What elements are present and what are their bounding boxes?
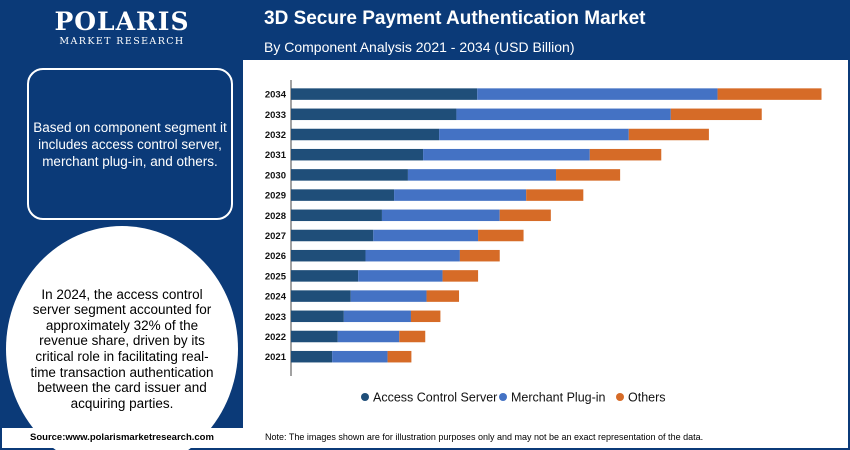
bar-segment <box>717 88 822 100</box>
bar-segment <box>399 330 426 343</box>
y-tick-label: 2030 <box>265 170 286 181</box>
bar-segment <box>291 209 382 222</box>
source-text: Source:www.polarismarketresearch.com <box>30 432 214 443</box>
bar-segment <box>291 249 366 262</box>
bar-segment <box>589 148 662 161</box>
bar-segment <box>332 350 388 363</box>
y-tick-label: 2027 <box>265 231 286 242</box>
bar-segment <box>387 350 412 363</box>
y-tick-label: 2022 <box>265 332 286 343</box>
left-info-panel: Based on component segment it includes a… <box>2 60 243 450</box>
legend-marker <box>499 393 507 401</box>
bar-segment <box>394 189 527 201</box>
bar-segment <box>358 270 443 282</box>
bar-segment <box>291 229 374 242</box>
bar-segment <box>381 209 500 222</box>
chart-subtitle: By Component Analysis 2021 - 2034 (USD B… <box>264 39 575 55</box>
bar-segment <box>423 148 590 161</box>
y-tick-label: 2028 <box>265 211 286 222</box>
highlight-circle: In 2024, the access control server segme… <box>6 226 238 450</box>
y-tick-label: 2031 <box>265 150 287 161</box>
footer: Source:www.polarismarketresearch.com Not… <box>2 428 848 448</box>
bar-segment <box>373 229 479 242</box>
stacked-bar-chart: 2021 2022 2023 2024 2025 2026 2027 2028 2029 2030… <box>265 80 822 405</box>
bar-segment <box>343 310 411 323</box>
highlight-text: In 2024, the access control server segme… <box>30 286 214 411</box>
bar-segment <box>291 290 351 302</box>
bar-segment <box>628 128 709 141</box>
legend-label: Others <box>628 391 666 405</box>
bar-segment <box>291 330 338 343</box>
bar-segment <box>478 229 524 242</box>
bar-segment <box>291 310 344 323</box>
bar-segment <box>291 169 408 181</box>
bar-segment <box>426 290 460 302</box>
bar-segment <box>291 88 478 100</box>
bar-segment <box>407 169 557 181</box>
logo-tagline: MARKET RESEARCH <box>59 36 185 47</box>
segment-description-text: Based on component segment it includes a… <box>33 119 227 169</box>
bar-segment <box>670 108 762 121</box>
y-tick-label: 2034 <box>265 90 287 101</box>
y-tick-label: 2021 <box>265 352 287 363</box>
polaris-logo: POLARIS MARKET RESEARCH <box>22 8 222 56</box>
y-tick-label: 2032 <box>265 130 286 141</box>
y-tick-label: 2024 <box>265 292 287 303</box>
bar-segment <box>291 270 359 282</box>
y-tick-label: 2033 <box>265 110 286 121</box>
bar-segment <box>442 270 479 282</box>
y-tick-label: 2023 <box>265 312 286 323</box>
bar-segment <box>365 249 460 262</box>
bar-segment <box>291 148 424 161</box>
bar-segment <box>459 249 500 262</box>
bar-segment <box>526 189 584 201</box>
bar-segment <box>291 189 395 201</box>
bar-segment <box>477 88 718 100</box>
header-banner: POLARIS MARKET RESEARCH 3D Secure Paymen… <box>2 2 848 60</box>
chart-title: 3D Secure Payment Authentication Market <box>264 8 646 29</box>
bar-segment <box>556 169 621 181</box>
bar-segment <box>499 209 551 222</box>
logo-name: POLARIS <box>54 7 190 36</box>
bar-segment <box>350 290 427 302</box>
y-tick-label: 2029 <box>265 191 286 202</box>
bar-segment <box>337 330 400 343</box>
y-tick-label: 2025 <box>265 271 287 282</box>
legend-label: Merchant Plug-in <box>511 391 606 405</box>
bar-segment <box>439 128 629 141</box>
legend-label: Access Control Server <box>373 391 497 405</box>
disclaimer-note: Note: The images shown are for illustrat… <box>265 432 704 442</box>
bar-segment <box>456 108 671 121</box>
bar-segment <box>291 108 457 121</box>
legend-marker <box>361 393 369 401</box>
segment-description-box: Based on component segment it includes a… <box>27 68 233 220</box>
y-tick-label: 2026 <box>265 251 286 262</box>
legend-marker <box>616 393 624 401</box>
bar-segment <box>291 128 440 141</box>
bar-segment <box>291 350 333 363</box>
bar-segment <box>410 310 441 323</box>
